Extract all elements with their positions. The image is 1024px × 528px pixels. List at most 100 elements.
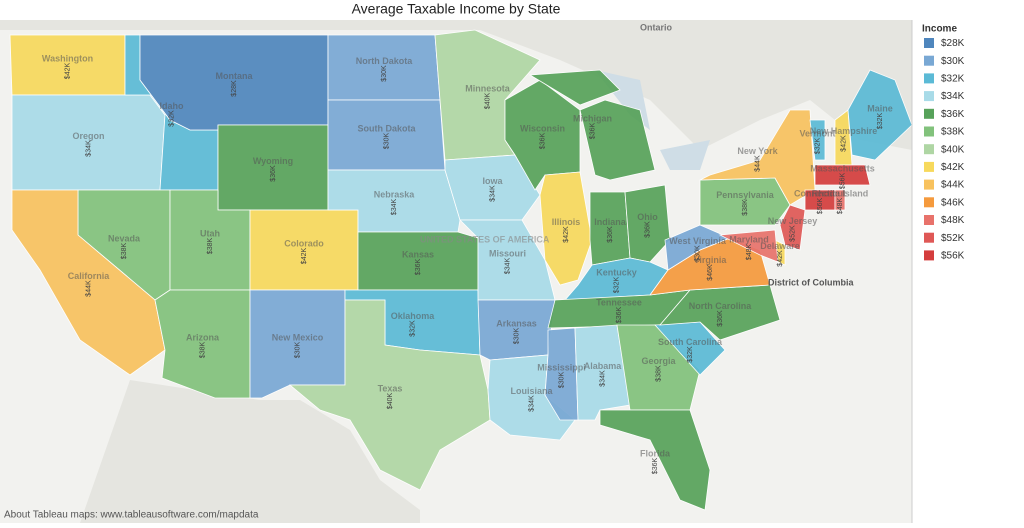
legend-swatch	[924, 91, 934, 102]
value-label: $34K	[599, 370, 606, 387]
state-name: South Dakota	[357, 123, 416, 133]
legend-label: $42K	[941, 162, 965, 173]
mexico	[80, 380, 420, 523]
state	[664, 224, 732, 271]
legend-label: $38K	[941, 127, 965, 138]
state-name: North Carolina	[689, 301, 752, 311]
state-name: New York	[737, 146, 778, 156]
legend-label: $48K	[941, 215, 965, 226]
value-label: $34K	[528, 395, 535, 412]
value-label: $36K	[415, 259, 422, 276]
state-name: New Mexico	[272, 332, 324, 342]
canada	[0, 20, 912, 150]
states	[9, 29, 912, 511]
footer: About Tableau maps: www.tableausoftware.…	[4, 510, 259, 521]
state	[528, 69, 656, 181]
legend-label: $34K	[941, 91, 965, 102]
value-label: $44K	[754, 155, 761, 172]
state-name: Texas	[378, 383, 403, 393]
place-label: District of Columbia	[768, 277, 854, 287]
state-name: Kentucky	[596, 267, 637, 277]
legend-swatch	[924, 55, 934, 66]
value-label: $28K	[231, 80, 238, 97]
state-name: Nevada	[108, 233, 141, 243]
value-label: $36K	[539, 133, 546, 150]
legend-swatch	[924, 250, 934, 261]
state-name: Connecticut	[794, 188, 846, 198]
state-name: Washington	[42, 53, 93, 63]
state	[814, 164, 871, 186]
state	[834, 189, 846, 211]
state-name: New Hampshire	[810, 126, 878, 136]
state-name: Maine	[867, 103, 893, 113]
legend: $28K $30K $32K $34K $36K $38K $40K $42K $44K $46K…	[924, 38, 965, 262]
value-label: $48K	[837, 198, 844, 215]
state-name: Oklahoma	[391, 311, 436, 321]
title: Average Taxable Income by State	[352, 1, 561, 17]
legend-label: $32K	[941, 74, 965, 85]
value-label: $32K	[877, 113, 884, 130]
value-label: $42K	[301, 248, 308, 265]
value-label: $52K	[789, 225, 796, 242]
value-label: $42K	[840, 135, 847, 152]
state-name: Alabama	[584, 361, 623, 371]
value-label: $30K	[381, 65, 388, 82]
legend-label: $44K	[941, 180, 965, 191]
value-label: $42K	[777, 250, 784, 267]
legend-swatch	[924, 161, 934, 172]
state-name: Virginia	[694, 255, 728, 265]
value-label: $34K	[504, 258, 511, 275]
value-label: $40K	[484, 93, 491, 110]
state-name: South Carolina	[658, 337, 723, 347]
legend-swatch	[924, 144, 934, 155]
legend-swatch	[924, 215, 934, 225]
state-name: Vermont	[799, 128, 835, 138]
value-label: $30K	[383, 133, 390, 150]
place-label: Ontario	[640, 22, 673, 32]
value-label: $30K	[558, 372, 565, 389]
state	[539, 171, 593, 286]
value-label: $30K	[294, 342, 301, 359]
legend-label: $52K	[941, 233, 965, 244]
state-name: Montana	[216, 71, 254, 81]
value-label: $34K	[489, 185, 496, 202]
state-name: West Virginia	[669, 236, 727, 246]
value-label: $36K	[644, 221, 651, 238]
value-label: $30K	[513, 328, 520, 345]
value-label: $36K	[616, 307, 623, 324]
value-label: $32K	[409, 320, 416, 337]
value-label: $36K	[652, 458, 659, 475]
value-label: $32K	[168, 110, 175, 127]
state	[11, 189, 166, 376]
state-name: Colorado	[284, 238, 324, 248]
state	[809, 119, 826, 161]
value-label: $34K	[85, 140, 92, 157]
state	[779, 204, 806, 251]
legend-label: $36K	[941, 109, 965, 120]
value-label: $48K	[746, 244, 753, 261]
value-label: $36K	[270, 165, 277, 182]
state-name: Wisconsin	[520, 123, 565, 133]
value-label: $34K	[391, 199, 398, 216]
value-label: $32K	[814, 138, 821, 155]
legend-label: $40K	[941, 144, 965, 155]
legend-swatch	[924, 197, 934, 208]
state	[599, 409, 711, 511]
state-name: Illinois	[552, 217, 581, 227]
value-label: $36K	[589, 123, 596, 140]
state-name: Wyoming	[253, 156, 293, 166]
value-label: $38K	[742, 199, 749, 216]
state-name: Idaho	[160, 101, 185, 111]
value-label: $36K	[607, 226, 614, 243]
state	[616, 324, 701, 411]
state-name: Utah	[200, 228, 220, 238]
state-name: Oregon	[72, 131, 104, 141]
legend-swatch	[924, 232, 934, 243]
state-name: Kansas	[402, 249, 434, 259]
state-name: Arizona	[186, 332, 220, 342]
state-name: Iowa	[482, 176, 503, 186]
state-name: Indiana	[594, 217, 626, 227]
value-label: $40K	[387, 393, 394, 410]
